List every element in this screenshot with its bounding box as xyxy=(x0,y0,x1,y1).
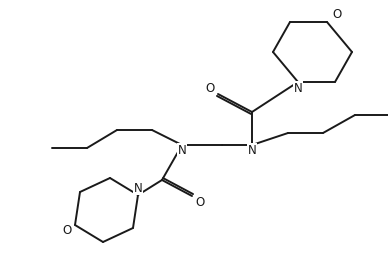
Text: O: O xyxy=(205,81,215,95)
Text: O: O xyxy=(62,224,72,236)
Text: N: N xyxy=(133,181,142,195)
Text: N: N xyxy=(248,143,256,157)
Text: O: O xyxy=(333,9,341,21)
Text: N: N xyxy=(294,81,302,95)
Text: O: O xyxy=(196,195,204,209)
Text: N: N xyxy=(178,143,186,157)
